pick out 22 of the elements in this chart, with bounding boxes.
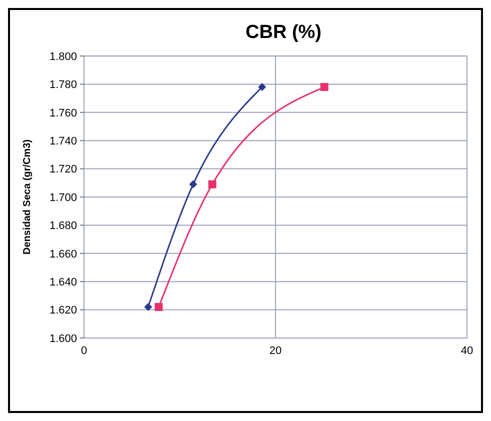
x-tick-label: 20 bbox=[269, 345, 282, 357]
point bbox=[144, 302, 152, 311]
point bbox=[189, 180, 198, 188]
point bbox=[154, 302, 163, 311]
point bbox=[208, 180, 216, 188]
point bbox=[258, 83, 266, 92]
point bbox=[320, 83, 328, 92]
y-tick-label: 1.700 bbox=[49, 192, 77, 204]
y-tick-label: 1.640 bbox=[49, 276, 77, 288]
y-tick-label: 1.680 bbox=[49, 220, 77, 232]
y-tick-label: 1.600 bbox=[49, 332, 77, 345]
x-tick-label: 40 bbox=[460, 345, 474, 357]
y-axis-title: Densidad Seca (gr/Cm3) bbox=[22, 139, 33, 255]
y-tick-label: 1.660 bbox=[49, 248, 77, 260]
x-tick-label: 0 bbox=[80, 345, 88, 357]
y-tick-label: 1.800 bbox=[49, 50, 77, 63]
y-tick-label: 1.620 bbox=[49, 304, 77, 317]
y-tick-label: 1.740 bbox=[49, 135, 77, 148]
y-tick-label: 1.780 bbox=[49, 79, 77, 92]
chart-title: CBR (%) bbox=[246, 22, 322, 43]
y-tick-label: 1.720 bbox=[49, 164, 77, 176]
y-tick-label: 1.760 bbox=[49, 107, 77, 120]
